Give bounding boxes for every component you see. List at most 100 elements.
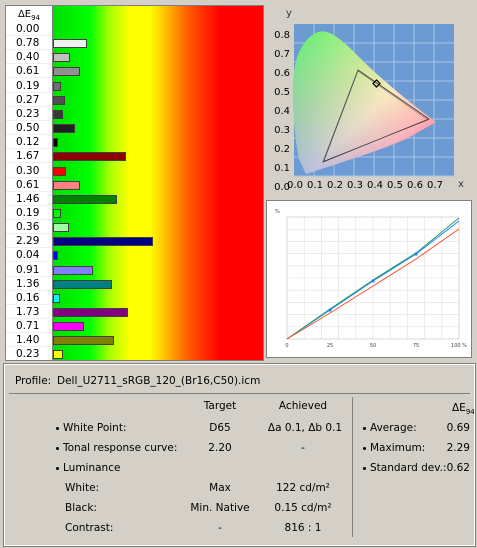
trc-x-tick-label: 100 % — [451, 343, 467, 349]
bullet-icon — [56, 447, 59, 450]
delta-e-header: ΔE94 — [17, 9, 41, 22]
delta-e-bar — [53, 194, 117, 204]
delta-e-bar — [53, 251, 58, 261]
delta-e-value: 0.30 — [6, 165, 51, 178]
profile-name: Dell_U2711_sRGB_120_(Br16,C50).icm — [57, 375, 261, 387]
bullet-icon — [56, 427, 59, 430]
delta-e-bar — [53, 208, 62, 218]
delta-e-value: 0.61 — [6, 65, 51, 79]
delta-e-bar — [53, 152, 126, 162]
cie-x-tick-label: 0.5 — [387, 180, 403, 191]
cie-x-tick-label: 0.2 — [327, 180, 343, 191]
trc-x-tick-label: 25 — [327, 343, 333, 349]
trc-achieved: - — [301, 442, 305, 454]
cie-y-tick-label: 0.3 — [274, 125, 290, 136]
column-delta-e: ΔE94 — [452, 402, 475, 417]
delta-e-value: 0.12 — [6, 136, 51, 150]
white-point-label: White Point: — [63, 422, 127, 434]
bullet-icon — [363, 427, 366, 430]
delta-e-value: 0.04 — [6, 249, 51, 263]
delta-e-value: 0.19 — [6, 207, 51, 220]
delta-e-bar — [53, 53, 71, 63]
cie-y-tick-label: 0.7 — [274, 49, 290, 60]
column-separator — [352, 397, 353, 537]
cie-svg: y x 0.8 0.7 0.6 0.5 0.4 0.3 0.2 0.1 0.0 0.0 0.1 0.… — [274, 8, 464, 193]
average-label: Average: — [370, 422, 417, 434]
delta-e-value: 0.40 — [6, 51, 51, 65]
bullet-icon — [56, 467, 59, 470]
delta-e-value: 2.29 — [6, 235, 51, 249]
delta-e-gradient — [52, 6, 263, 360]
trc-x-tick-label: 75 — [413, 343, 419, 349]
delta-e-value: 0.23 — [6, 348, 51, 360]
delta-e-bar — [53, 81, 62, 91]
cie-x-tick-label: 0.3 — [347, 180, 363, 191]
delta-e-bar — [53, 39, 87, 49]
delta-e-bar — [53, 237, 153, 247]
white-achieved: 122 cd/m² — [276, 482, 330, 494]
cie-x-axis-label: x — [458, 179, 464, 190]
delta-e-value: 1.40 — [6, 334, 51, 348]
gamut-triangle-achieved — [323, 70, 429, 162]
black-achieved: 0.15 cd/m² — [274, 502, 332, 514]
delta-e-value: 0.91 — [6, 264, 51, 277]
cie-x-tick-label: 0.7 — [427, 180, 443, 191]
delta-e-bar — [53, 293, 60, 303]
trc-label: Tonal response curve: — [63, 442, 178, 454]
cie-y-axis-label: y — [286, 8, 292, 19]
delta-e-bar — [53, 308, 129, 317]
stddev-value: 0.62 — [446, 462, 470, 474]
delta-e-value: 1.36 — [6, 278, 51, 291]
cie-x-tick-label: 0.6 — [407, 180, 423, 191]
delta-e-bar — [53, 350, 63, 360]
delta-e-panel: ΔE94 0.00 0.78 0.40 0.61 0.19 0.27 0.23 0.50 0.1… — [5, 5, 264, 361]
delta-e-value: 0.61 — [6, 179, 51, 192]
delta-e-value: 0.23 — [6, 108, 51, 121]
delta-e-value: 0.19 — [6, 80, 51, 93]
trc-x-tick-label: 50 — [370, 343, 376, 349]
info-panel: Profile: Dell_U2711_sRGB_120_(Br16,C50).… — [3, 363, 476, 547]
delta-e-value: 1.67 — [6, 150, 51, 164]
cie-chromaticity-chart: y x 0.8 0.7 0.6 0.5 0.4 0.3 0.2 0.1 0.0 0.0 0.1 0.… — [266, 4, 472, 194]
delta-e-value: 1.46 — [6, 193, 51, 206]
stddev-label: Standard dev.: — [370, 462, 447, 474]
trc-x-tick-label: 0 — [285, 343, 288, 349]
delta-e-bar — [53, 265, 93, 275]
delta-e-value: 0.50 — [6, 122, 51, 136]
black-label: Black: — [65, 502, 97, 514]
cie-y-tick-label: 0.0 — [274, 182, 290, 193]
delta-e-bar — [53, 95, 65, 105]
delta-e-value: 0.27 — [6, 94, 51, 107]
white-label: White: — [65, 482, 100, 494]
black-target: Min. Native — [190, 502, 250, 514]
bullet-icon — [363, 467, 366, 470]
bullet-icon — [363, 447, 366, 450]
delta-e-bar — [53, 124, 75, 134]
cie-x-tick-label: 0.4 — [367, 180, 383, 191]
delta-e-bar — [53, 223, 69, 233]
contrast-label: Contrast: — [65, 522, 114, 534]
delta-e-bar — [53, 138, 59, 148]
trc-target-curve — [286, 228, 460, 340]
column-achieved: Achieved — [278, 400, 328, 412]
delta-e-bar — [53, 166, 67, 176]
delta-e-value: 0.36 — [6, 221, 51, 235]
contrast-achieved: 816 : 1 — [284, 522, 322, 534]
maximum-value: 2.29 — [446, 442, 470, 454]
delta-e-bar — [53, 279, 113, 289]
average-value: 0.69 — [446, 422, 470, 434]
cie-y-tick-label: 0.4 — [274, 106, 290, 117]
delta-e-bar — [53, 109, 63, 119]
white-target: Max — [209, 482, 231, 494]
maximum-label: Maximum: — [370, 442, 426, 454]
tonal-response-chart: % 0 25 50 75 100 % — [266, 200, 472, 358]
delta-e-bar — [53, 67, 80, 77]
column-target: Target — [203, 400, 237, 412]
cie-y-tick-label: 0.2 — [274, 144, 290, 155]
white-point-achieved: Δa 0.1, Δb 0.1 — [267, 422, 343, 434]
cie-x-tick-label: 0.0 — [287, 180, 303, 191]
delta-e-value: 0.78 — [6, 37, 51, 51]
profile-label: Profile: — [15, 375, 52, 387]
delta-e-value: 0.16 — [6, 292, 51, 305]
